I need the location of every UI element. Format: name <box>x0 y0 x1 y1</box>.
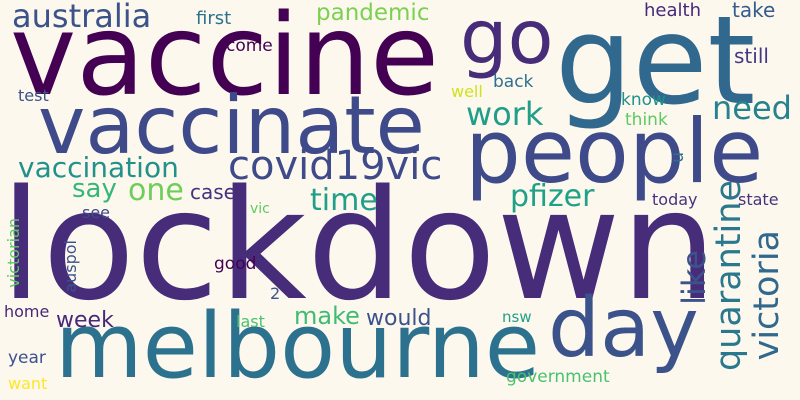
word-australia: australia <box>12 0 152 35</box>
word-covid19vic: covid19vic <box>228 143 443 189</box>
word-vaccine: vaccine <box>10 0 440 121</box>
word-melbourne: melbourne <box>55 294 541 399</box>
word-today: today <box>652 190 698 209</box>
word-still: still <box>734 44 769 68</box>
word-vaccinate: vaccinate <box>38 79 425 172</box>
word-health: health <box>644 0 701 21</box>
word-need: need <box>712 89 792 127</box>
word-test: test <box>18 86 49 105</box>
word-know: know <box>621 90 666 110</box>
word-make: make <box>294 302 360 330</box>
word-home: home <box>4 302 50 321</box>
word-state: state <box>738 190 779 209</box>
word-week: week <box>56 308 114 333</box>
word-pfizer: pfizer <box>510 179 595 214</box>
word-like: like <box>675 250 713 305</box>
word-victorian: victorian <box>4 218 23 288</box>
word-see: see <box>82 203 111 222</box>
word-vic: vic <box>250 201 270 217</box>
word-people: people <box>465 100 764 203</box>
word-go: go <box>460 0 554 81</box>
word-pandemic: pandemic <box>316 0 430 26</box>
word-well: well <box>451 82 483 101</box>
word-want: want <box>8 374 48 393</box>
word-last: last <box>236 312 265 331</box>
word-work: work <box>466 95 544 133</box>
word-take: take <box>732 0 776 22</box>
word-victoria: victoria <box>747 230 787 361</box>
word-good: good <box>214 254 257 274</box>
word-time: time <box>310 183 378 218</box>
word-lockdown: lockdown <box>0 157 717 334</box>
word-get: get <box>555 0 756 132</box>
word-auspol: auspol <box>61 240 80 293</box>
word-would: would <box>366 306 432 331</box>
word-government: government <box>506 367 610 387</box>
word-u: u <box>668 152 688 163</box>
word-back: back <box>493 72 534 92</box>
word-first: first <box>196 8 232 29</box>
word-think: think <box>625 110 668 130</box>
word-case: case <box>190 180 236 204</box>
word-come: come <box>226 36 273 56</box>
word-day: day <box>548 281 699 376</box>
word-nsw: nsw <box>502 308 532 326</box>
word-vaccination: vaccination <box>18 151 179 184</box>
word-one: one <box>128 173 184 208</box>
word-say: say <box>72 174 117 204</box>
word-2: 2 <box>270 284 281 303</box>
word-year: year <box>8 348 46 368</box>
